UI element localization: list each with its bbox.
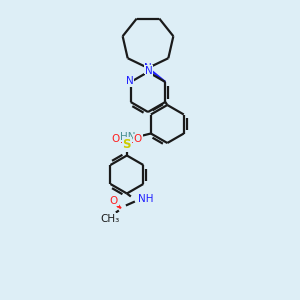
Text: S: S	[123, 138, 131, 151]
Text: O: O	[112, 134, 120, 145]
Text: O: O	[134, 134, 142, 145]
Text: CH₃: CH₃	[100, 214, 119, 224]
Text: NH: NH	[138, 194, 153, 205]
Text: N: N	[126, 76, 134, 86]
Text: N: N	[144, 63, 152, 73]
Text: N: N	[145, 66, 153, 76]
Text: HN: HN	[120, 131, 136, 142]
Text: O: O	[110, 196, 118, 206]
